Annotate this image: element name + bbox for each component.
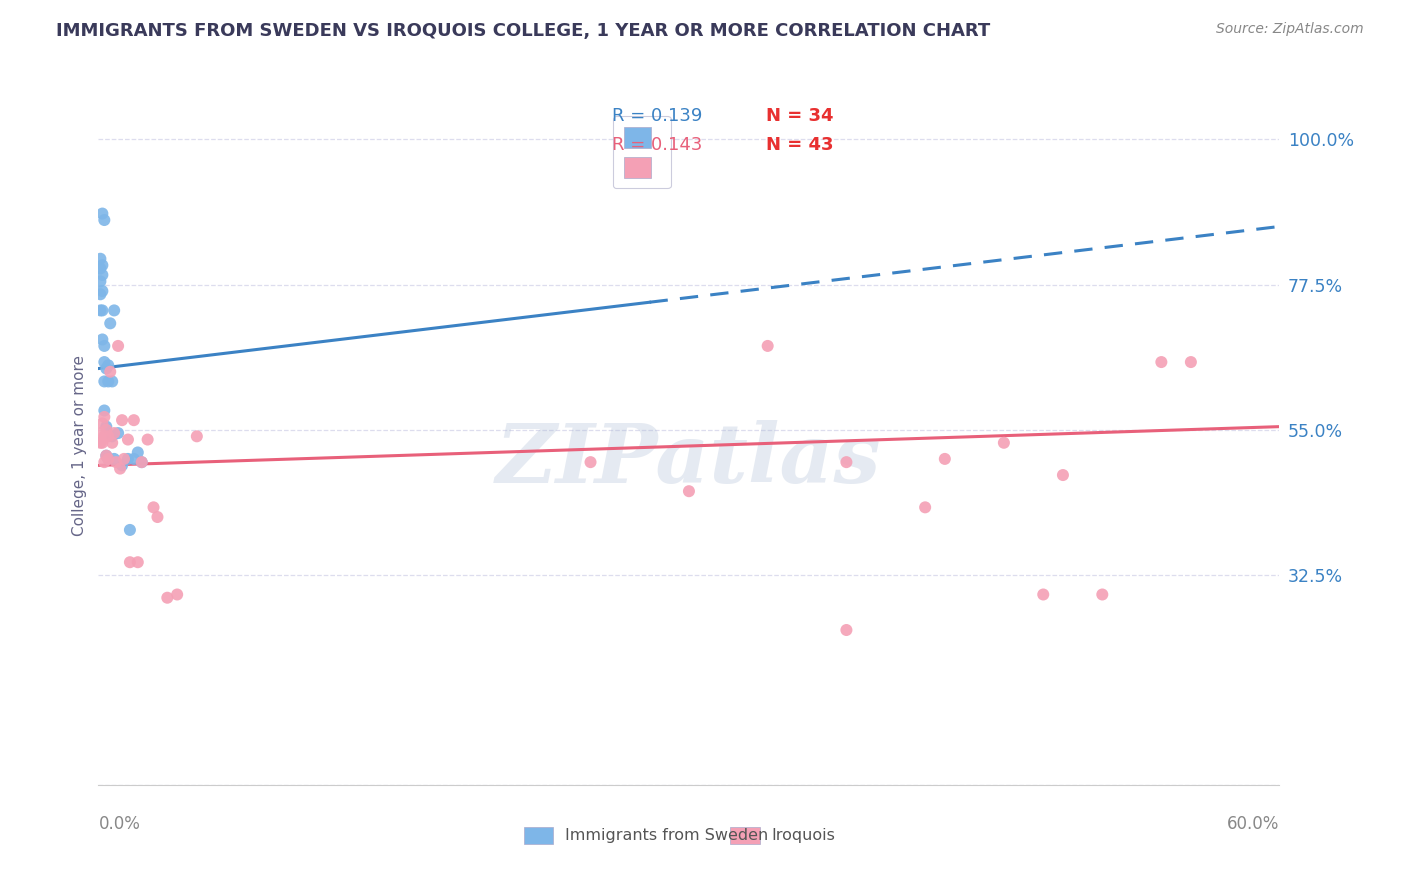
- Point: [1052, 468, 1074, 483]
- Point: [146, 510, 169, 524]
- Point: [835, 455, 858, 469]
- Point: [91, 333, 114, 347]
- Legend: , : ,: [613, 116, 671, 188]
- Point: [136, 433, 159, 447]
- Point: [678, 484, 700, 499]
- Point: [97, 429, 120, 443]
- Point: [91, 284, 114, 298]
- Text: IMMIGRANTS FROM SWEDEN VS IROQUOIS COLLEGE, 1 YEAR OR MORE CORRELATION CHART: IMMIGRANTS FROM SWEDEN VS IROQUOIS COLLE…: [56, 22, 990, 40]
- Point: [1150, 355, 1173, 369]
- Point: [1180, 355, 1202, 369]
- Point: [89, 261, 111, 276]
- Point: [97, 451, 120, 466]
- Point: [89, 287, 111, 301]
- Text: R = 0.143: R = 0.143: [612, 136, 702, 153]
- Text: Iroquois: Iroquois: [772, 828, 835, 843]
- Text: R = 0.139: R = 0.139: [612, 107, 702, 125]
- Text: 60.0%: 60.0%: [1227, 815, 1279, 833]
- Point: [89, 274, 111, 288]
- Point: [934, 451, 956, 466]
- Point: [166, 587, 188, 601]
- Point: [111, 413, 134, 427]
- Point: [96, 449, 118, 463]
- Point: [835, 623, 858, 637]
- Point: [122, 413, 145, 427]
- Point: [98, 316, 121, 330]
- Point: [91, 268, 114, 282]
- Point: [89, 303, 111, 318]
- Point: [142, 500, 165, 515]
- Point: [1091, 587, 1114, 601]
- Point: [91, 435, 114, 450]
- Point: [118, 523, 141, 537]
- Point: [107, 426, 129, 441]
- Point: [93, 455, 115, 469]
- Point: [93, 375, 115, 389]
- Text: N = 43: N = 43: [766, 136, 834, 153]
- Text: 0.0%: 0.0%: [98, 815, 141, 833]
- FancyBboxPatch shape: [730, 827, 759, 844]
- Point: [93, 429, 115, 443]
- Point: [131, 455, 153, 469]
- Point: [122, 451, 145, 466]
- Text: ZIPatlas: ZIPatlas: [496, 419, 882, 500]
- Point: [91, 206, 114, 220]
- Point: [93, 409, 115, 424]
- Point: [93, 213, 115, 227]
- Point: [756, 339, 779, 353]
- Point: [993, 435, 1015, 450]
- Point: [105, 455, 128, 469]
- Point: [107, 339, 129, 353]
- Point: [111, 458, 134, 473]
- Point: [91, 258, 114, 272]
- Point: [96, 423, 118, 437]
- Point: [103, 303, 125, 318]
- Text: Immigrants from Sweden: Immigrants from Sweden: [565, 828, 768, 843]
- Point: [112, 451, 135, 466]
- Point: [97, 359, 120, 373]
- Point: [89, 252, 111, 266]
- Point: [127, 445, 149, 459]
- Point: [914, 500, 936, 515]
- Point: [96, 449, 118, 463]
- Point: [98, 365, 121, 379]
- Point: [93, 403, 115, 417]
- Point: [186, 429, 208, 443]
- Text: N = 34: N = 34: [766, 107, 834, 125]
- Point: [96, 419, 118, 434]
- Point: [93, 355, 115, 369]
- Y-axis label: College, 1 year or more: College, 1 year or more: [72, 356, 87, 536]
- Point: [93, 339, 115, 353]
- Text: Source: ZipAtlas.com: Source: ZipAtlas.com: [1216, 22, 1364, 37]
- Point: [89, 426, 111, 441]
- Point: [91, 303, 114, 318]
- Point: [156, 591, 179, 605]
- Point: [1032, 587, 1054, 601]
- FancyBboxPatch shape: [523, 827, 553, 844]
- Point: [101, 375, 124, 389]
- Point: [117, 433, 139, 447]
- Point: [91, 417, 114, 431]
- Point: [108, 461, 131, 475]
- Point: [101, 429, 124, 443]
- Point: [97, 451, 120, 466]
- Point: [579, 455, 602, 469]
- Point: [118, 555, 141, 569]
- Point: [89, 435, 111, 450]
- Point: [103, 451, 125, 466]
- Point: [101, 435, 124, 450]
- Point: [97, 375, 120, 389]
- Point: [117, 451, 139, 466]
- Point: [96, 361, 118, 376]
- Point: [131, 455, 153, 469]
- Point: [127, 555, 149, 569]
- Point: [103, 426, 125, 441]
